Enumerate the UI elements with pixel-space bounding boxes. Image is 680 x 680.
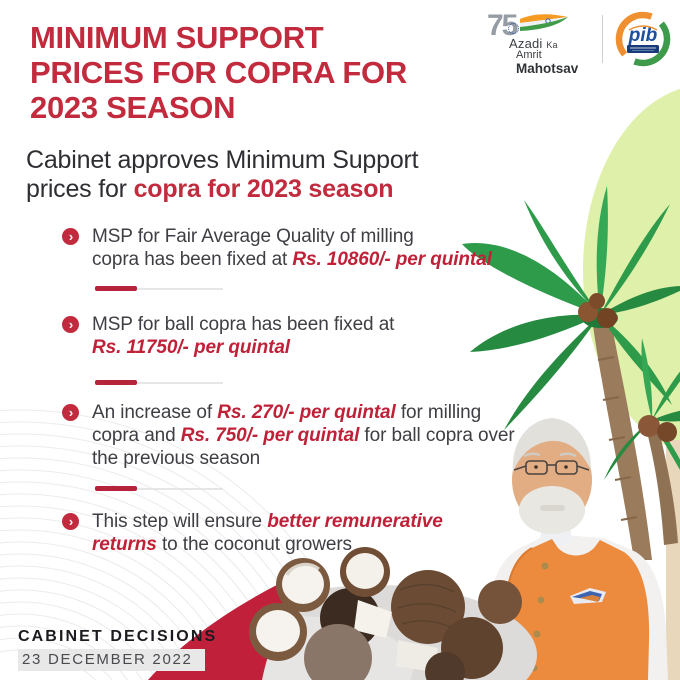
wave-pattern [0, 409, 362, 680]
azadi-line2: Amrit Mahotsav [516, 49, 579, 76]
bullet-text: MSP for ball copra has been fixed at Rs.… [92, 314, 395, 358]
logo-divider [602, 15, 603, 63]
bullet-remunerative-returns: › This step will ensure better remunerat… [62, 510, 562, 556]
azadi-line1: Azadi Ka [509, 36, 558, 51]
chevron-bullet-icon: › [62, 404, 79, 421]
footer-label: CABINET DECISIONS [18, 628, 218, 645]
subtitle: Cabinet approves Minimum Support prices … [26, 146, 419, 203]
footer-date: 23 DECEMBER 2022 [18, 649, 205, 671]
pib-logo: pib [614, 10, 672, 68]
palm-tree-illustration [462, 186, 680, 560]
palm-coconuts [578, 293, 617, 328]
chevron-bullet-icon: › [62, 228, 79, 245]
bullet-msp-increase: › An increase of Rs. 270/- per quintal f… [62, 401, 562, 470]
azadi-ka-amrit-mahotsav-logo: 75 Azadi Ka Amrit Mahotsav [487, 9, 591, 76]
chevron-bullet-icon: › [62, 316, 79, 333]
section-divider [95, 486, 223, 491]
bullet-msp-ball-copra: › MSP for ball copra has been fixed at R… [62, 313, 562, 359]
bullet-text: An increase of Rs. 270/- per quintal for… [92, 402, 515, 469]
ashoka-chakra-icon [508, 23, 519, 34]
bullet-text: This step will ensure better remunerativ… [92, 511, 443, 555]
chevron-bullet-icon: › [62, 513, 79, 530]
bullet-text: MSP for Fair Average Quality of milling … [92, 226, 492, 270]
bullet-msp-milling-copra: › MSP for Fair Average Quality of millin… [62, 225, 562, 271]
page-title: MINIMUM SUPPORT PRICES FOR COPRA FOR 202… [30, 20, 407, 125]
section-divider [95, 286, 223, 291]
footer: CABINET DECISIONS 23 DECEMBER 2022 [18, 628, 217, 671]
section-divider [95, 380, 223, 385]
tricolor-flag-icon [520, 14, 568, 31]
pocket-square [570, 588, 606, 604]
logo-row: 75 Azadi Ka Amrit Mahotsav pib [487, 9, 672, 76]
coconuts-photo [148, 547, 537, 680]
pib-wordmark: pib [628, 25, 658, 46]
